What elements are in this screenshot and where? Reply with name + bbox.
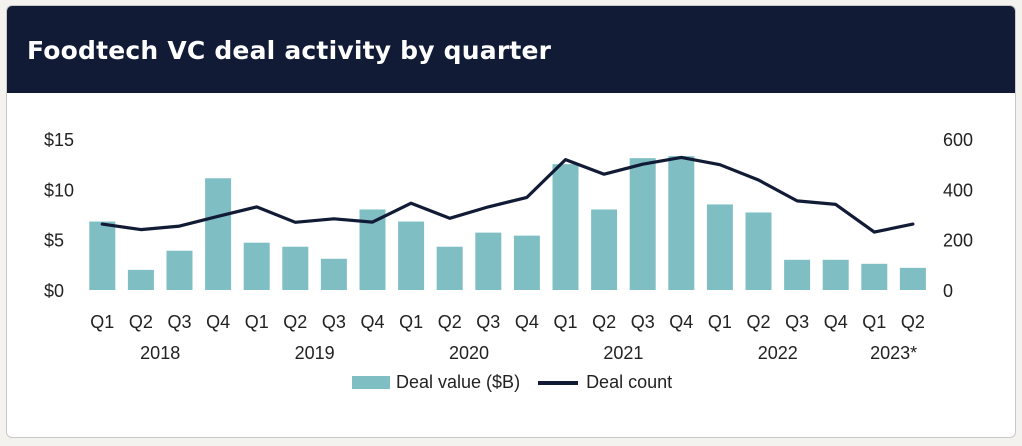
y-left-tick-label: $0 (44, 281, 64, 301)
x-tick-label: Q1 (90, 312, 114, 332)
bar-deal-value (629, 158, 656, 290)
x-tick-label: Q3 (476, 312, 500, 332)
y-left-tick-label: $15 (44, 130, 74, 150)
x-tick-label: Q1 (708, 312, 732, 332)
y-right-tick-label: 200 (943, 231, 973, 251)
bar-deal-value (436, 246, 463, 290)
y-left-tick-label: $5 (44, 231, 64, 251)
x-tick-label: Q3 (785, 312, 809, 332)
x-tick-label: Q1 (399, 312, 423, 332)
x-tick-label: Q2 (746, 312, 770, 332)
bar-deal-value (205, 178, 232, 290)
bar-deal-value (668, 156, 695, 290)
bar-deal-value (243, 242, 270, 290)
x-year-label: 2021 (603, 343, 643, 363)
x-tick-label: Q1 (862, 312, 886, 332)
x-tick-label: Q2 (438, 312, 462, 332)
x-year-label: 2018 (140, 343, 180, 363)
x-tick-label: Q4 (824, 312, 848, 332)
x-year-label: 2019 (295, 343, 335, 363)
bar-deal-value (166, 250, 193, 290)
x-tick-label: Q4 (360, 312, 384, 332)
x-tick-label: Q1 (553, 312, 577, 332)
bar-deal-value (513, 235, 540, 290)
chart-card: Foodtech VC deal activity by quarter (6, 5, 1016, 438)
legend-bar-label: Deal value ($B) (396, 372, 521, 392)
bar-deal-value (475, 232, 502, 290)
bar-deal-value (282, 246, 309, 290)
y-right-tick-label: 0 (943, 281, 953, 301)
bar-deal-value (822, 259, 849, 290)
chart-header: Foodtech VC deal activity by quarter (7, 6, 1015, 93)
bar-deal-value (320, 258, 347, 290)
y-right-tick-label: 600 (943, 130, 973, 150)
x-year-label: 2020 (449, 343, 489, 363)
x-tick-label: Q3 (167, 312, 191, 332)
x-tick-label: Q2 (592, 312, 616, 332)
legend-bar-swatch (352, 376, 390, 389)
x-tick-label: Q3 (322, 312, 346, 332)
x-tick-label: Q2 (901, 312, 925, 332)
x-tick-label: Q2 (129, 312, 153, 332)
y-right-tick-label: 400 (943, 180, 973, 200)
chart-legend: Deal value ($B) Deal count (352, 372, 672, 393)
bar-deal-value (398, 221, 425, 290)
bar-deal-value (899, 267, 926, 290)
bar-deal-value (784, 259, 811, 290)
bar-deal-value (706, 204, 733, 290)
legend-line-label: Deal count (586, 372, 673, 392)
bar-deal-value (89, 221, 116, 290)
bar-deal-value (552, 164, 579, 290)
legend-line-swatch (538, 380, 579, 385)
chart-title: Foodtech VC deal activity by quarter (27, 36, 552, 65)
x-tick-label: Q4 (669, 312, 693, 332)
x-tick-label: Q2 (283, 312, 307, 332)
bar-deal-value (745, 212, 772, 290)
x-tick-label: Q1 (245, 312, 269, 332)
x-tick-label: Q4 (515, 312, 539, 332)
x-year-label: 2023* (870, 343, 917, 363)
x-year-label: 2022 (758, 343, 798, 363)
bar-deal-value (591, 209, 618, 290)
x-tick-label: Q4 (206, 312, 230, 332)
bar-deal-value (127, 269, 154, 290)
bar-deal-value (861, 263, 888, 290)
y-left-tick-label: $10 (44, 180, 74, 200)
series-line-deal-count (100, 155, 915, 234)
x-tick-label: Q3 (631, 312, 655, 332)
